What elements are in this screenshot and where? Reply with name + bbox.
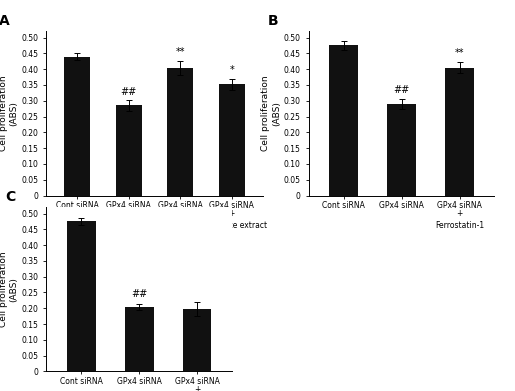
Bar (182, 309, 212, 371)
Bar (64, 57, 90, 196)
Text: ##: ## (121, 87, 137, 97)
Bar (219, 84, 245, 196)
Text: **: ** (455, 48, 465, 58)
Text: α-Toc: α-Toc (170, 221, 190, 230)
Text: +: + (456, 210, 463, 219)
Text: Ferrostatin-1: Ferrostatin-1 (435, 221, 484, 230)
Text: C: C (6, 190, 16, 204)
Bar (66, 221, 96, 371)
Y-axis label: Cell proliferation
(ABS): Cell proliferation (ABS) (262, 75, 281, 151)
Text: ##: ## (393, 85, 410, 95)
Bar (445, 68, 474, 196)
Bar (116, 106, 142, 196)
Bar (167, 68, 193, 196)
Text: +: + (229, 210, 235, 219)
Text: *: * (229, 65, 234, 75)
Bar (387, 104, 416, 196)
Text: **: ** (176, 47, 185, 57)
Text: +: + (194, 386, 200, 391)
Y-axis label: Cell proliferation
(ABS): Cell proliferation (ABS) (0, 251, 18, 327)
Text: brown rice extract: brown rice extract (197, 221, 267, 230)
Bar (125, 307, 153, 371)
Text: ##: ## (131, 289, 147, 300)
Bar (329, 45, 358, 196)
Text: B: B (268, 14, 279, 28)
Text: +: + (177, 210, 183, 219)
Y-axis label: Cell proliferation
(ABS): Cell proliferation (ABS) (0, 75, 18, 151)
Text: A: A (0, 14, 9, 28)
